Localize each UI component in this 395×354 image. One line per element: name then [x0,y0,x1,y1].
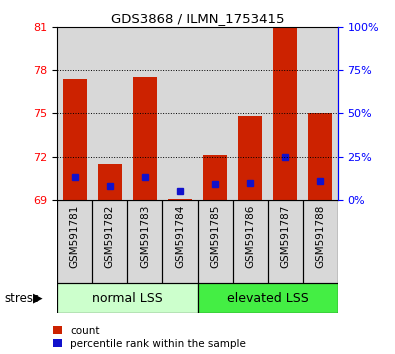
Bar [233,200,267,283]
Text: GSM591787: GSM591787 [280,204,290,268]
Bar [233,27,267,200]
Bar [127,200,162,283]
Title: GDS3868 / ILMN_1753415: GDS3868 / ILMN_1753415 [111,12,284,25]
Bar [57,200,92,283]
Bar [133,77,157,200]
Text: GSM591782: GSM591782 [105,204,115,268]
Bar [238,116,262,200]
Bar [57,27,92,200]
Legend: count, percentile rank within the sample: count, percentile rank within the sample [53,326,246,349]
Bar [162,27,198,200]
Text: GSM591785: GSM591785 [210,204,220,268]
Bar [92,27,127,200]
Bar [198,283,338,313]
Bar [98,164,122,200]
Bar [198,200,233,283]
Bar [62,79,87,200]
Bar [273,27,297,200]
Bar [198,27,233,200]
Text: normal LSS: normal LSS [92,292,163,305]
Text: stress: stress [4,292,39,305]
Text: GSM591783: GSM591783 [140,204,150,268]
Text: GSM591786: GSM591786 [245,204,255,268]
Bar [303,27,338,200]
Bar [308,113,333,200]
Bar [267,200,303,283]
Text: ▶: ▶ [33,292,42,305]
Bar [303,200,338,283]
Bar [127,27,162,200]
Bar [92,200,127,283]
Text: GSM591788: GSM591788 [315,204,325,268]
Bar [203,155,227,200]
Text: GSM591781: GSM591781 [70,204,80,268]
Bar [57,283,198,313]
Text: GSM591784: GSM591784 [175,204,185,268]
Bar [267,27,303,200]
Text: elevated LSS: elevated LSS [227,292,308,305]
Bar [162,200,198,283]
Bar [168,199,192,200]
